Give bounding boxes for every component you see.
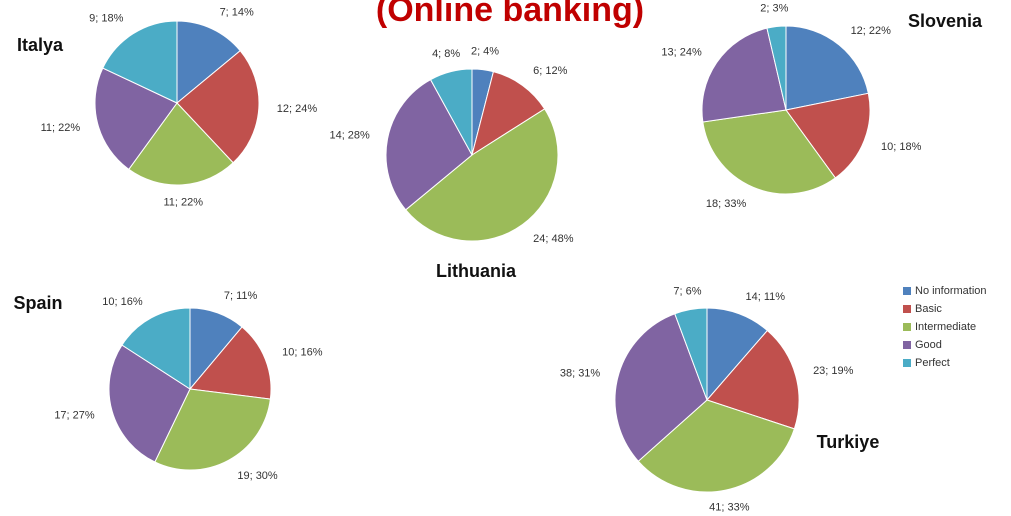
pie-slice (102, 20, 178, 104)
data-label: 12; 24% (277, 103, 318, 115)
data-label: 14; 11% (746, 291, 786, 303)
pie-slice (429, 68, 473, 156)
data-label: 7; 11% (224, 290, 258, 302)
data-label: 2; 3% (760, 3, 788, 15)
pie-slice (706, 307, 769, 402)
pie-slice (154, 388, 271, 471)
pie-slice (766, 25, 787, 111)
pie-slice (702, 109, 837, 195)
chart-title: Lithuania (436, 261, 517, 281)
chart-title: Slovenia (908, 11, 983, 31)
pie-slice (614, 313, 708, 462)
data-label: 7; 6% (673, 286, 701, 298)
pie-slice (385, 78, 473, 211)
chart-title: Italya (17, 35, 64, 55)
pie-slice (471, 71, 546, 157)
pie-slice (176, 50, 260, 164)
legend-label: Perfect (915, 357, 950, 369)
data-label: 41; 33% (709, 502, 750, 514)
pie-slice (785, 92, 871, 179)
data-label: 19; 30% (237, 470, 278, 482)
data-label: 10; 16% (282, 347, 323, 359)
data-label: 13; 24% (661, 46, 702, 58)
data-label: 4; 8% (432, 48, 460, 60)
data-label: 18; 33% (706, 198, 747, 210)
data-label: 11; 22% (41, 122, 81, 134)
legend-label: Intermediate (915, 321, 976, 333)
pie-slice (405, 108, 559, 242)
pie-slice (128, 102, 234, 186)
legend-swatch (903, 323, 911, 331)
legend-swatch (903, 341, 911, 349)
data-label: 24; 48% (533, 233, 574, 245)
data-label: 14; 28% (329, 129, 370, 141)
pie-slice (189, 326, 272, 400)
data-label: 11; 22% (163, 197, 203, 209)
page-title: (Online banking) (376, 0, 644, 29)
pie-slice (121, 307, 191, 390)
pie-slice (674, 307, 708, 401)
data-label: 7; 14% (220, 6, 254, 18)
data-label: 38; 31% (560, 367, 601, 379)
legend-swatch (903, 287, 911, 295)
legend-swatch (903, 305, 911, 313)
legend-label: No information (915, 285, 987, 297)
data-label: 9; 18% (89, 12, 123, 24)
pie-slice (706, 329, 800, 430)
data-label: 2; 4% (471, 46, 499, 58)
chart-title: Spain (13, 293, 62, 313)
legend-label: Basic (915, 303, 942, 315)
data-label: 17; 27% (54, 410, 95, 422)
data-label: 6; 12% (533, 65, 567, 77)
data-label: 12; 22% (851, 25, 892, 37)
pie-slice (701, 27, 787, 123)
pie-slice (785, 25, 869, 111)
pie-slice (176, 20, 241, 105)
legend-label: Good (915, 339, 942, 351)
data-label: 10; 16% (102, 296, 143, 308)
legend-swatch (903, 359, 911, 367)
pie-slice (637, 399, 795, 493)
chart-title: Turkiye (817, 432, 880, 452)
data-label: 23; 19% (813, 365, 854, 377)
pie-slice (108, 344, 191, 463)
data-label: 10; 18% (881, 141, 922, 153)
